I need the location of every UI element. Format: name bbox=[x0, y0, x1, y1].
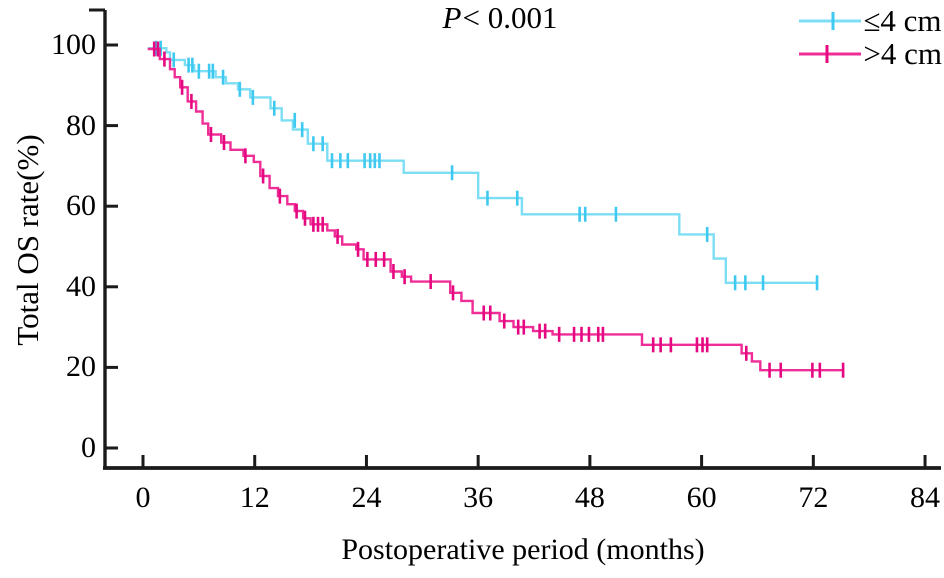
legend-item-le4cm: ≤4 cm bbox=[797, 4, 942, 37]
y-tick-label: 60 bbox=[66, 189, 96, 223]
x-tick-label: 12 bbox=[239, 481, 270, 514]
x-tick-label: 24 bbox=[351, 481, 382, 514]
x-tick-label: 84 bbox=[910, 481, 941, 514]
censored-line-symbol-pink bbox=[799, 44, 862, 63]
y-tick-label: 100 bbox=[51, 28, 96, 61]
legend-item-gt4cm: >4 cm bbox=[797, 37, 942, 70]
legend-label-gt4cm: >4 cm bbox=[863, 36, 942, 71]
y-tick-label: 0 bbox=[81, 431, 96, 464]
censored-line-symbol-blue bbox=[799, 11, 862, 30]
x-tick-label: 36 bbox=[463, 481, 494, 514]
y-tick-label: 40 bbox=[66, 269, 96, 303]
x-tick-label: 60 bbox=[686, 481, 717, 514]
survival-curve-le4cm bbox=[147, 47, 817, 284]
y-axis-title: Total OS rate(%) bbox=[10, 134, 45, 346]
p-value-italic-letter: P bbox=[442, 0, 462, 35]
y-tick-label: 80 bbox=[66, 108, 96, 142]
p-value-annotation: P< 0.001 bbox=[443, 0, 558, 36]
legend: ≤4 cm >4 cm bbox=[797, 4, 942, 70]
p-value-text: < 0.001 bbox=[462, 0, 558, 35]
legend-label-le4cm: ≤4 cm bbox=[863, 3, 942, 38]
x-tick-label: 0 bbox=[135, 481, 151, 514]
x-axis-title: Postoperative period (months) bbox=[341, 533, 705, 566]
x-tick-label: 48 bbox=[574, 481, 605, 514]
y-tick-label: 20 bbox=[66, 350, 96, 384]
x-tick-label: 72 bbox=[798, 481, 829, 514]
